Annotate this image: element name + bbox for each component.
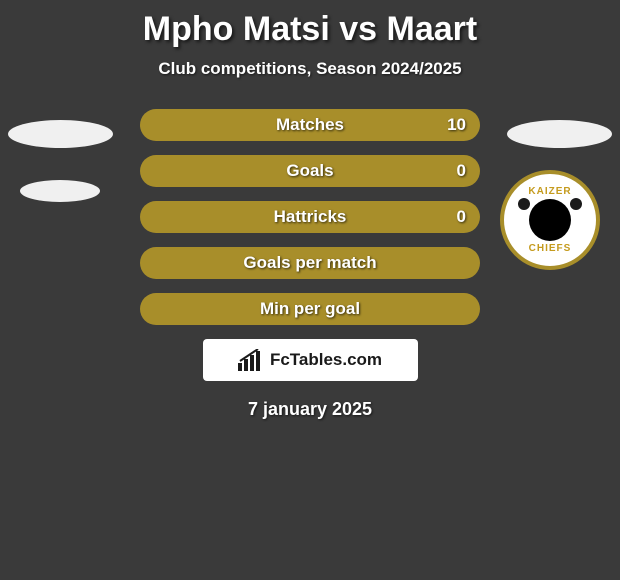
stat-row-matches: Matches 10	[140, 109, 480, 141]
soccer-ball-icon	[518, 198, 530, 210]
stat-value: 10	[447, 115, 466, 135]
stat-value: 0	[457, 207, 466, 227]
stat-label: Min per goal	[260, 299, 360, 319]
badge-center-icon	[529, 199, 571, 241]
left-player-placeholder	[8, 120, 113, 234]
date-label: 7 january 2025	[0, 399, 620, 420]
stat-label: Hattricks	[274, 207, 347, 227]
badge-inner: KAIZER CHIEFS	[510, 180, 590, 260]
badge-text-top: KAIZER	[510, 186, 590, 197]
stat-row-hattricks: Hattricks 0	[140, 201, 480, 233]
stat-label: Matches	[276, 115, 344, 135]
ellipse-shape	[8, 120, 113, 148]
stat-value: 0	[457, 161, 466, 181]
stat-label: Goals per match	[243, 253, 376, 273]
badge-text-bottom: CHIEFS	[510, 243, 590, 254]
chart-icon	[238, 349, 264, 371]
branding-text: FcTables.com	[270, 350, 382, 370]
stat-row-mpg: Min per goal	[140, 293, 480, 325]
branding-box: FcTables.com	[203, 339, 418, 381]
soccer-ball-icon	[570, 198, 582, 210]
stat-label: Goals	[286, 161, 333, 181]
stats-container: Matches 10 Goals 0 Hattricks 0 Goals per…	[140, 109, 480, 325]
ellipse-shape	[20, 180, 100, 202]
page-title: Mpho Matsi vs Maart	[0, 0, 620, 49]
stat-row-gpm: Goals per match	[140, 247, 480, 279]
page-subtitle: Club competitions, Season 2024/2025	[0, 59, 620, 79]
ellipse-shape	[507, 120, 612, 148]
club-badge: KAIZER CHIEFS	[500, 170, 600, 270]
stat-row-goals: Goals 0	[140, 155, 480, 187]
